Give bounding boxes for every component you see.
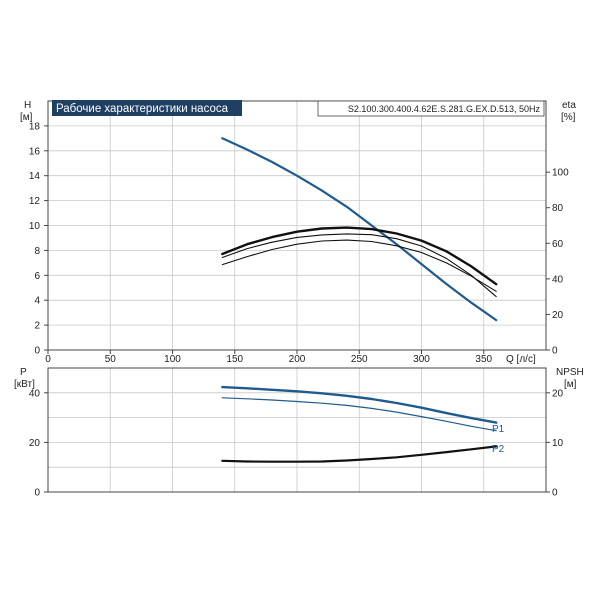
h-axis-label: H	[24, 100, 31, 111]
p2-curve	[221, 397, 497, 432]
npsh-axis-label: NPSH	[556, 367, 584, 378]
top-grid	[48, 100, 546, 350]
top-series	[221, 137, 498, 322]
h-tick-label: 18	[29, 121, 41, 132]
eta-curve-main	[221, 226, 498, 286]
bottom-series	[221, 385, 498, 463]
h-tick-label: 0	[34, 346, 40, 357]
q-tick-label: 100	[164, 354, 181, 365]
eta-tick-label: 0	[552, 346, 558, 357]
h-tick-label: 2	[34, 321, 40, 332]
eta-axis-unit: [%]	[561, 112, 576, 123]
bottom-grid	[48, 367, 546, 492]
q-tick-label: 350	[475, 354, 492, 365]
h-tick-label: 14	[29, 171, 41, 182]
bottom-ticks: 0 20 40 0 10 20	[29, 388, 564, 498]
q-tick-label: 0	[45, 354, 51, 365]
q-tick-label: 50	[105, 354, 117, 365]
eta-axis-label: eta	[562, 100, 576, 111]
model-label-box	[317, 100, 545, 117]
p-axis-label: P	[20, 367, 27, 378]
title-background	[52, 100, 242, 116]
eta-tick-label: 40	[552, 274, 564, 285]
npsh-tick-label: 0	[552, 488, 558, 499]
npsh-axis-unit: [м]	[564, 379, 577, 390]
q-tick-label: 200	[289, 354, 306, 365]
p-tick-label: 0	[34, 488, 40, 499]
p2-label: P2	[492, 444, 505, 455]
p1-label: P1	[492, 424, 505, 435]
npsh-curve	[221, 445, 498, 463]
eta-curve-inner	[221, 233, 497, 298]
npsh-tick-label: 10	[552, 438, 564, 449]
eta-tick-label: 20	[552, 310, 564, 321]
h-axis-unit: [м]	[20, 112, 33, 123]
eta-curve-outer	[221, 239, 497, 292]
chart-title: Рабочие характеристики насоса	[56, 103, 229, 115]
eta-tick-label: 100	[552, 168, 569, 179]
p-axis-unit: [кВт]	[14, 379, 35, 390]
h-tick-label: 16	[29, 146, 41, 157]
h-tick-label: 12	[29, 196, 41, 207]
bottom-plot-frame	[47, 367, 547, 493]
npsh-tick-label: 20	[552, 388, 564, 399]
h-tick-label: 6	[34, 271, 40, 282]
top-ticks: 0 2 4 6 8 10 12 14 16 18 0 20 40 60 80 100 0 50 100 150 200 2…	[29, 121, 569, 365]
h-tick-label: 4	[34, 296, 40, 307]
q-tick-label: 150	[226, 354, 243, 365]
p-tick-label: 20	[29, 438, 41, 449]
p-tick-label: 40	[29, 388, 41, 399]
q-tick-label: 250	[351, 354, 368, 365]
h-curve	[221, 137, 498, 322]
p1-curve	[221, 385, 498, 424]
h-tick-label: 8	[34, 246, 40, 257]
q-tick-label: 300	[413, 354, 430, 365]
q-axis-label: Q [л/с]	[506, 354, 536, 365]
eta-tick-label: 80	[552, 203, 564, 214]
eta-tick-label: 60	[552, 239, 564, 250]
model-label: S2.100.300.400.4.62E.S.281.G.EX.D.513, 5…	[348, 104, 541, 114]
h-tick-label: 10	[29, 221, 41, 232]
